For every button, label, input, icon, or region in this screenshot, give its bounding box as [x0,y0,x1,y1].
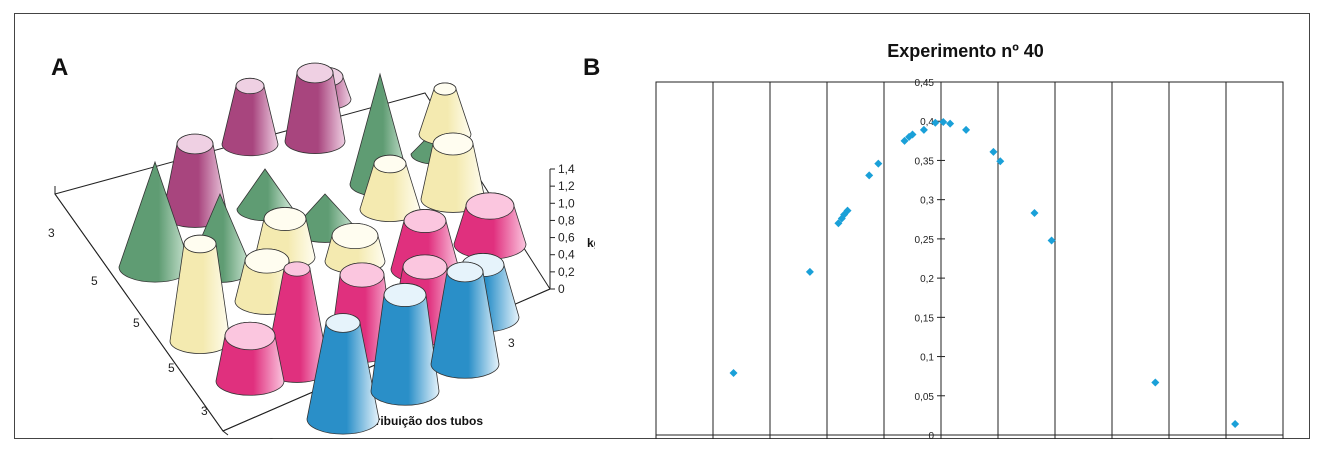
cone-blue [306,313,380,435]
y-tick-label: 0,1 [920,353,934,364]
cone-chart: 00,20,40,60,81,01,21,4kg3555335553Distri… [48,62,595,439]
cone-purple [162,133,228,228]
data-point [1151,378,1160,387]
panel-b-label: B [583,54,601,81]
y-tick-label: 0 [928,431,934,439]
data-point [865,171,874,180]
data-point [962,125,971,134]
row-tick-label: 5 [168,361,175,375]
data-point [919,125,928,134]
data-point [1047,236,1056,245]
x-axis-label: Distribuição dos tubos [353,414,483,428]
chart-title: Experimento nº 40 [887,41,1044,61]
z-tick-label: 1,0 [558,196,575,210]
data-point [729,369,738,378]
scatter-chart: Experimento nº 40-2,5-2-1,5-1-0,500,511,… [655,41,1284,439]
data-point [843,206,852,215]
plot-area [655,81,1284,436]
z-axis-label: kg [587,236,595,250]
y-tick-label: 0,2 [920,274,934,285]
data-point [874,159,883,168]
y-tick-label: 0,35 [915,156,935,167]
cone-yellow [324,222,386,274]
cone-purple [221,77,279,157]
data-point [1030,209,1039,218]
panel-a-label: A [51,54,69,81]
col-tick-label: 3 [268,436,275,439]
z-tick-label: 1,4 [558,162,575,176]
cone-pink [215,321,285,396]
y-tick-label: 0,4 [920,117,934,128]
data-point [834,219,843,228]
z-tick-label: 0,8 [558,213,575,227]
cone-blue [430,261,500,379]
y-tick-label: 0,45 [915,78,935,89]
data-point [900,136,909,145]
y-tick-label: 0,3 [920,196,934,207]
z-tick-label: 0,4 [558,248,575,262]
row-tick-label: 3 [201,404,208,418]
z-tick-label: 0,6 [558,231,575,245]
data-point [1231,420,1240,429]
cone-yellow [359,154,421,222]
cone-blue [370,283,440,406]
data-point [805,267,814,276]
left-axis-line [54,186,229,436]
row-tick-label: 3 [48,226,55,240]
figure-frame: A B 00,20,40,60,81,01,21,4kg3555335553Di… [14,13,1310,439]
z-tick-label: 0,2 [558,265,575,279]
z-tick-label: 0 [558,282,565,296]
cone-purple [284,62,346,154]
cone-yellow [418,82,472,146]
y-tick-label: 0,05 [915,392,935,403]
data-point [996,157,1005,166]
z-tick-label: 1,2 [558,179,575,193]
row-tick-label: 5 [91,274,98,288]
y-tick-label: 0,15 [915,313,935,324]
data-point [989,147,998,156]
data-point [946,119,955,128]
col-tick-label: 3 [508,336,515,350]
data-point [908,130,917,139]
y-tick-label: 0,25 [915,235,935,246]
data-point [939,118,948,127]
row-tick-label: 5 [133,316,140,330]
data-point [931,118,940,127]
